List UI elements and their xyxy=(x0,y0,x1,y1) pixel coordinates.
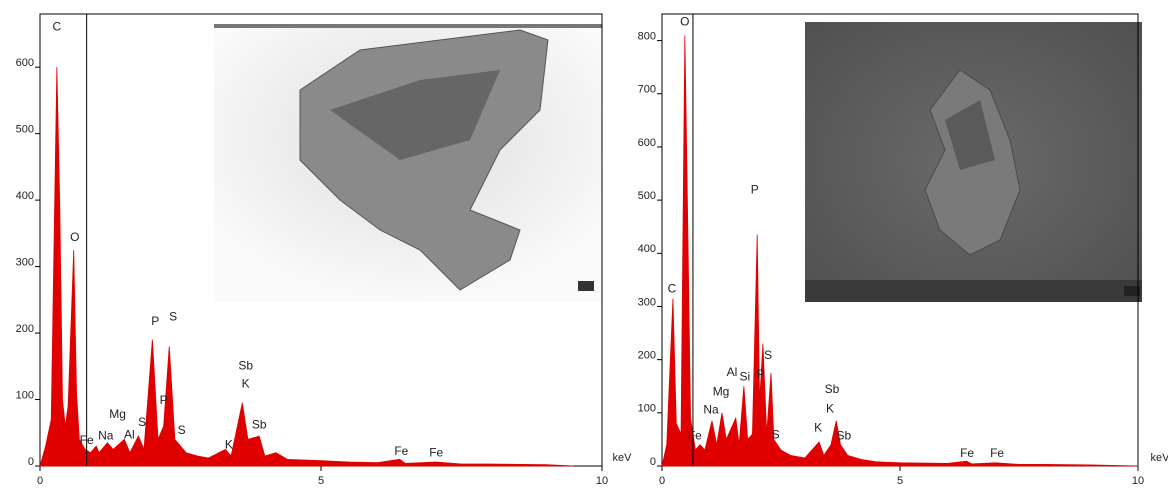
spectrum xyxy=(39,67,574,467)
y-tick-label: 500 xyxy=(16,124,34,136)
peak-label: Fe xyxy=(394,444,408,458)
peak-label: P xyxy=(757,367,765,381)
y-tick-label: 400 xyxy=(16,190,34,202)
peak-label: K xyxy=(225,438,233,452)
peak-label: Sb xyxy=(836,428,851,442)
peak-label: Mg xyxy=(109,407,126,421)
peak-label: Fe xyxy=(960,446,974,460)
peak-label: Sb xyxy=(825,382,840,396)
peak-label: Si xyxy=(138,415,149,429)
peak-label: Sb xyxy=(252,418,267,432)
y-tick-label: 500 xyxy=(638,190,656,202)
x-tick-label: 0 xyxy=(659,475,665,487)
peak-label: K xyxy=(814,420,822,434)
peak-label: S xyxy=(772,427,780,441)
peak-label: K xyxy=(242,376,250,390)
y-tick-label: 600 xyxy=(638,137,656,149)
y-tick-label: 300 xyxy=(16,256,34,268)
x-tick-label: 5 xyxy=(897,475,903,487)
y-tick-label: 0 xyxy=(650,456,656,468)
x-axis-label: keV xyxy=(1151,452,1168,464)
peak-label: Mg xyxy=(713,384,730,398)
x-axis-label: keV xyxy=(613,452,633,464)
y-tick-label: 0 xyxy=(28,456,34,468)
peak-label: Na xyxy=(703,402,719,416)
peak-label: P xyxy=(751,183,759,197)
peak-label: C xyxy=(668,282,677,296)
y-tick-label: 100 xyxy=(16,389,34,401)
sem-image-left xyxy=(214,24,602,302)
peak-label: Fe xyxy=(688,428,702,442)
x-tick-label: 10 xyxy=(596,475,608,487)
sem-image-right xyxy=(805,22,1142,302)
peak-label: Na xyxy=(98,428,114,442)
x-tick-label: 10 xyxy=(1132,475,1144,487)
x-tick-label: 5 xyxy=(318,475,324,487)
peak-label: P xyxy=(160,393,168,407)
peak-label: S xyxy=(764,348,772,362)
peak-label: Al xyxy=(727,365,738,379)
peak-label: Fe xyxy=(80,433,94,447)
y-tick-label: 300 xyxy=(638,296,656,308)
y-tick-label: 400 xyxy=(638,243,656,255)
peak-label: P xyxy=(151,314,159,328)
peak-label: O xyxy=(680,15,689,29)
peak-label: K xyxy=(826,401,834,415)
spectrum xyxy=(661,35,1139,467)
y-tick-label: 700 xyxy=(638,84,656,96)
y-tick-label: 100 xyxy=(638,403,656,415)
peak-label: Fe xyxy=(990,446,1004,460)
y-tick-label: 600 xyxy=(16,57,34,69)
peak-label: Si xyxy=(739,369,750,383)
peak-label: S xyxy=(178,423,186,437)
y-tick-label: 200 xyxy=(16,323,34,335)
x-tick-label: 0 xyxy=(37,475,43,487)
peak-label: Sb xyxy=(238,358,253,372)
peak-label: O xyxy=(70,230,79,244)
y-tick-label: 800 xyxy=(638,30,656,42)
peak-label: Al xyxy=(124,428,135,442)
peak-label: C xyxy=(53,19,62,33)
peak-label: S xyxy=(169,309,177,323)
peak-label: Fe xyxy=(429,446,443,460)
y-tick-label: 200 xyxy=(638,350,656,362)
